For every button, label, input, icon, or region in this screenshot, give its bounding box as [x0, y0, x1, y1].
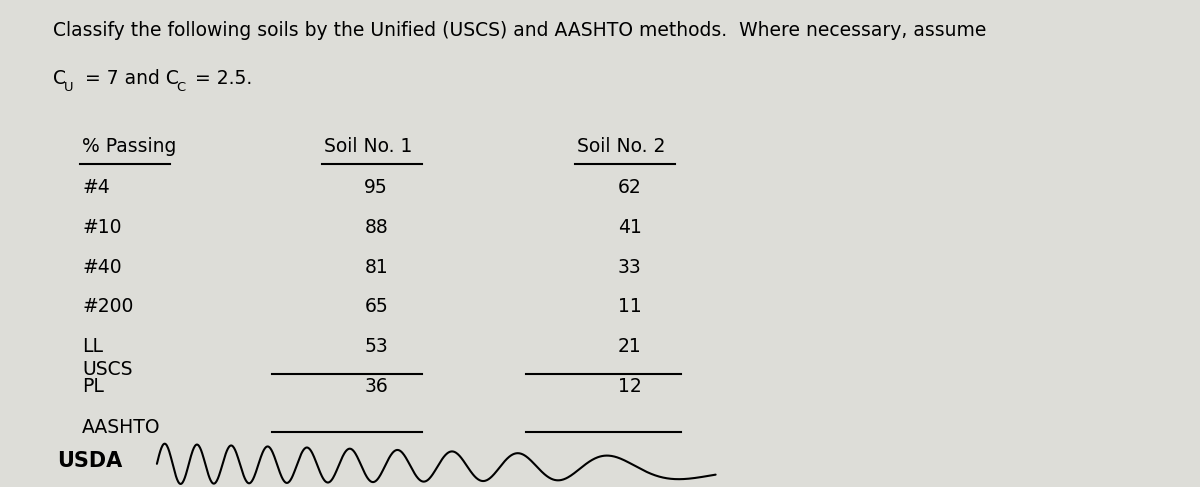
Text: #4: #4 [82, 178, 109, 197]
Text: 95: 95 [365, 178, 388, 197]
Text: Classify the following soils by the Unified (USCS) and AASHTO methods.  Where ne: Classify the following soils by the Unif… [53, 21, 986, 40]
Text: 21: 21 [618, 337, 642, 356]
Text: = 7 and C: = 7 and C [78, 69, 179, 88]
Text: 12: 12 [618, 376, 642, 395]
Text: 65: 65 [365, 297, 388, 316]
Text: 41: 41 [618, 218, 642, 237]
Text: U: U [64, 81, 73, 94]
Text: Soil No. 1: Soil No. 1 [324, 137, 413, 156]
Text: #40: #40 [82, 258, 121, 277]
Text: C: C [53, 69, 66, 88]
Text: 33: 33 [618, 258, 642, 277]
Text: AASHTO: AASHTO [82, 418, 161, 437]
Text: Soil No. 2: Soil No. 2 [577, 137, 666, 156]
Text: #10: #10 [82, 218, 121, 237]
Text: 62: 62 [618, 178, 642, 197]
Text: USDA: USDA [56, 451, 122, 471]
Text: 88: 88 [365, 218, 388, 237]
Text: USCS: USCS [82, 360, 132, 379]
Text: LL: LL [82, 337, 103, 356]
Text: PL: PL [82, 376, 104, 395]
Text: % Passing: % Passing [82, 137, 176, 156]
Text: 11: 11 [618, 297, 642, 316]
Text: 81: 81 [365, 258, 388, 277]
Text: 36: 36 [365, 376, 388, 395]
Text: #200: #200 [82, 297, 133, 316]
Text: C: C [176, 81, 186, 94]
Text: = 2.5.: = 2.5. [190, 69, 252, 88]
Text: 53: 53 [365, 337, 388, 356]
